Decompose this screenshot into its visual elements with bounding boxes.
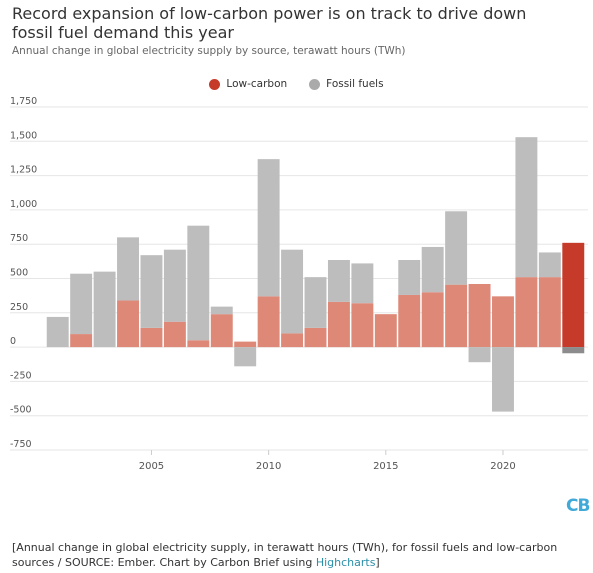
bar-fossil-fuels	[515, 137, 538, 278]
x-tick-label: 2005	[139, 461, 164, 470]
bar-fossil-fuels	[46, 316, 69, 348]
legend-label-fossil-fuels: Fossil fuels	[326, 78, 384, 90]
y-tick-label: 1,500	[10, 130, 37, 141]
bar-fossil-fuels	[492, 347, 514, 412]
bar-fossil-fuels	[562, 347, 585, 354]
y-tick-label: -500	[10, 405, 32, 416]
bar-fossil-fuels	[468, 347, 491, 363]
legend-marker-low-carbon	[209, 78, 221, 90]
bar-low-carbon	[398, 294, 421, 348]
bar-low-carbon	[210, 314, 233, 348]
legend-label-low-carbon: Low-carbon	[226, 78, 288, 90]
carbon-brief-logo: CB	[566, 496, 590, 516]
y-tick-label: -250	[10, 370, 32, 381]
bar-low-carbon	[163, 321, 186, 348]
bar-fossil-fuels	[117, 237, 139, 301]
bar-fossil-fuels	[93, 271, 116, 348]
bar-fossil-fuels	[234, 347, 257, 367]
legend-marker-fossil-fuels	[309, 78, 321, 90]
y-tick-label: -750	[10, 439, 32, 450]
bar-fossil-fuels	[327, 259, 350, 302]
bar-low-carbon	[562, 242, 585, 348]
bar-low-carbon	[445, 284, 468, 348]
chart-caption: [Annual change in global electricity sup…	[12, 540, 587, 570]
bar-fossil-fuels	[281, 249, 304, 334]
bar-fossil-fuels	[210, 306, 233, 315]
legend-item-fossil-fuels[interactable]: Fossil fuels	[309, 78, 384, 90]
caption-text: [Annual change in global electricity sup…	[12, 541, 558, 569]
chart-subtitle: Annual change in global electricity supp…	[12, 45, 406, 57]
bar-fossil-fuels	[70, 273, 93, 335]
bar-low-carbon	[140, 327, 163, 348]
bar-low-carbon	[187, 340, 210, 348]
x-tick-label: 2020	[490, 461, 515, 470]
bar-low-carbon	[117, 300, 139, 348]
bar-low-carbon	[515, 277, 538, 348]
bar-low-carbon	[281, 333, 304, 348]
bar-low-carbon	[257, 296, 280, 348]
y-tick-label: 250	[10, 302, 28, 313]
bar-fossil-fuels	[351, 263, 374, 304]
bar-fossil-fuels	[538, 252, 561, 278]
y-tick-label: 1,000	[10, 199, 37, 210]
bar-low-carbon	[304, 327, 327, 348]
bar-fossil-fuels	[304, 277, 327, 328]
bar-low-carbon	[421, 292, 444, 348]
legend-item-low-carbon[interactable]: Low-carbon	[209, 78, 287, 90]
x-tick-label: 2010	[256, 461, 281, 470]
chart-plot: -750 -500 -250 0 250 500 750 1,000 1,250 1,500 1,7…	[10, 96, 588, 470]
bar-fossil-fuels	[187, 225, 210, 341]
caption-close: ]	[375, 556, 380, 569]
y-tick-label: 1,250	[10, 165, 37, 176]
y-tick-label: 0	[10, 336, 16, 347]
y-tick-label: 500	[10, 268, 28, 279]
bar-fossil-fuels	[398, 259, 421, 295]
x-tick-label: 2015	[373, 461, 398, 470]
bar-fossil-fuels	[140, 255, 163, 328]
bar-low-carbon	[351, 303, 374, 348]
bar-low-carbon	[374, 314, 397, 348]
bar-low-carbon	[468, 283, 491, 348]
bar-low-carbon	[234, 341, 257, 348]
bar-fossil-fuels	[445, 211, 468, 285]
bar-low-carbon	[492, 296, 514, 348]
bar-low-carbon	[538, 277, 561, 348]
bar-low-carbon	[70, 334, 93, 348]
y-tick-label: 750	[10, 233, 28, 244]
bar-fossil-fuels	[163, 249, 186, 322]
highcharts-link[interactable]: Highcharts	[315, 556, 376, 569]
bar-fossil-fuels	[257, 159, 280, 297]
legend: Low-carbon Fossil fuels	[0, 78, 593, 90]
bar-fossil-fuels	[421, 246, 444, 293]
bar-low-carbon	[327, 301, 350, 348]
chart-title: Record expansion of low-carbon power is …	[12, 4, 527, 42]
y-tick-label: 1,750	[10, 96, 37, 107]
